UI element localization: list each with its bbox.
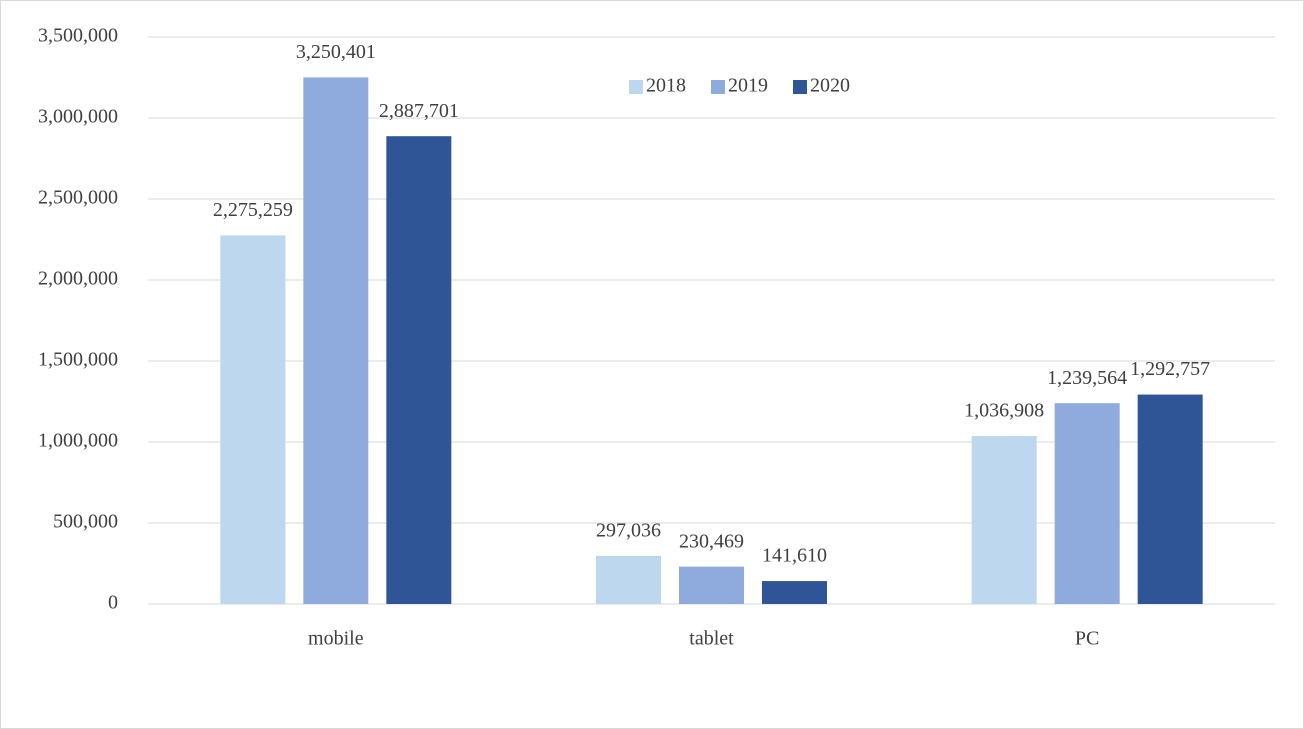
bar [220, 235, 286, 605]
bar [303, 77, 369, 604]
bar [1054, 403, 1120, 604]
bar [971, 436, 1037, 604]
y-tick-label: 0 [108, 592, 118, 614]
y-tick-label: 3,500,000 [38, 25, 118, 47]
y-tick-label: 1,000,000 [38, 430, 118, 452]
value-label: 2,275,259 [213, 199, 293, 221]
bar [1137, 394, 1203, 604]
y-tick-label: 500,000 [53, 511, 118, 533]
y-tick-label: 1,500,000 [38, 349, 118, 371]
bar [762, 581, 827, 604]
value-label: 1,292,757 [1130, 358, 1210, 380]
bar [386, 136, 452, 604]
legend-swatch [793, 80, 807, 94]
bar [679, 566, 744, 604]
x-tick-label: tablet [689, 628, 734, 650]
y-tick-label: 2,500,000 [38, 187, 118, 209]
x-tick-label: mobile [308, 628, 364, 650]
legend-label: 2020 [810, 75, 850, 97]
legend-swatch [629, 80, 643, 94]
y-tick-label: 2,000,000 [38, 268, 118, 290]
legend-label: 2018 [646, 75, 686, 97]
value-label: 230,469 [679, 530, 744, 552]
legend-label: 2019 [728, 75, 768, 97]
value-label: 1,239,564 [1047, 367, 1127, 389]
value-label: 297,036 [596, 519, 661, 541]
y-tick-label: 3,000,000 [38, 106, 118, 128]
value-label: 3,250,401 [296, 41, 376, 63]
value-label: 141,610 [762, 545, 827, 567]
value-label: 1,036,908 [964, 400, 1044, 422]
x-tick-label: PC [1075, 628, 1099, 650]
legend-swatch [711, 80, 725, 94]
bar [596, 555, 661, 604]
value-label: 2,887,701 [379, 100, 459, 122]
